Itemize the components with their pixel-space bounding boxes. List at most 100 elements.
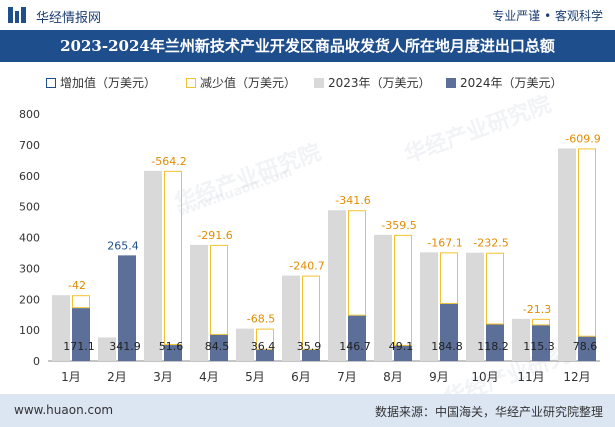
decrease-box [256, 328, 274, 350]
bar-2024 [302, 349, 320, 361]
bar-2024 [348, 315, 366, 361]
bar-2023 [190, 244, 208, 361]
y-tick-label: 200 [19, 293, 40, 306]
bar-2024 [394, 345, 412, 361]
x-tick-label: 9月 [429, 370, 449, 384]
bar-2023 [236, 328, 254, 361]
x-tick-label: 2月 [107, 370, 127, 384]
value-label-2024: 84.5 [205, 340, 230, 353]
top-bar: 华经情报网 专业严谨 • 客观科学 [0, 0, 615, 30]
y-tick-label: 400 [19, 232, 40, 245]
value-label-2024: 36.4 [251, 340, 276, 353]
y-tick-label: 300 [19, 262, 40, 275]
bar-2023 [558, 148, 576, 361]
bar-2024 [532, 325, 550, 361]
bar-2024 [440, 303, 458, 361]
legend-increase-swatch [46, 78, 56, 88]
value-label-2024: 184.8 [431, 340, 463, 353]
decrease-box [72, 295, 90, 309]
value-label-2024: 118.2 [477, 340, 509, 353]
bar-2024 [210, 334, 228, 361]
bar-2024 [256, 349, 274, 361]
legend-2024-label: 2024年（万美元） [460, 76, 563, 90]
legend-2024-swatch [446, 78, 456, 88]
decrease-box [302, 275, 320, 350]
footer-website: www.huaon.com [14, 403, 114, 417]
footer: www.huaon.com 数据来源：中国海关，华经产业研究院整理 [0, 394, 615, 427]
legend-decrease: 减少值（万美元） [186, 74, 296, 91]
x-tick-label: 6月 [291, 370, 311, 384]
change-label: -564.2 [151, 155, 186, 168]
value-label-2024: 51.6 [159, 340, 184, 353]
legend-increase-label: 增加值（万美元） [60, 76, 157, 90]
x-tick-label: 1月 [61, 370, 81, 384]
bar-2024 [486, 324, 504, 361]
y-tick-label: 500 [19, 201, 40, 214]
decrease-box [440, 252, 458, 304]
decrease-box [164, 170, 182, 346]
legend-2023: 2023年（万美元） [314, 74, 431, 91]
x-tick-label: 4月 [199, 370, 219, 384]
chart-title: 2023-2024年兰州新技术产业开发区商品收发货人所在地月度进出口总额 [60, 37, 555, 55]
x-tick-label: 11月 [517, 370, 544, 384]
change-label: -167.1 [427, 236, 462, 249]
y-tick-label: 800 [19, 108, 40, 121]
change-label: 265.4 [107, 239, 139, 252]
value-label-2024: 341.9 [109, 340, 141, 353]
bar-2024 [164, 345, 182, 361]
decrease-box [348, 210, 366, 316]
value-label-2024: 146.7 [339, 340, 371, 353]
change-label: -68.5 [247, 313, 275, 326]
brand-name: 华经情报网 [36, 11, 102, 26]
logo-icon [8, 7, 26, 23]
x-tick-label: 12月 [563, 370, 590, 384]
bar-2023 [282, 275, 300, 361]
bar-2024 [578, 336, 596, 361]
legend-decrease-label: 减少值（万美元） [200, 76, 297, 90]
x-tick-label: 10月 [471, 370, 498, 384]
bar-2023 [466, 252, 484, 361]
y-tick-label: 0 [33, 355, 40, 368]
decrease-box [210, 244, 228, 335]
change-label: -240.7 [289, 260, 324, 273]
value-label-2024: 78.6 [573, 340, 598, 353]
bar-2023 [420, 252, 438, 361]
decrease-box [532, 318, 550, 326]
y-tick-label: 700 [19, 139, 40, 152]
change-label: -21.3 [523, 303, 551, 316]
y-tick-label: 600 [19, 170, 40, 183]
legend-2024: 2024年（万美元） [446, 74, 563, 91]
bar-2023 [52, 295, 70, 361]
y-tick-label: 100 [19, 324, 40, 337]
decrease-box [578, 148, 596, 337]
tagline: 专业严谨 • 客观科学 [492, 9, 603, 23]
bar-2023 [328, 210, 346, 361]
change-label: -232.5 [473, 237, 508, 250]
chart-area: 0 100 200 300 400 500 600 700 800 -42 171.1 1月 265.4… [19, 108, 601, 384]
value-label-2024: 35.9 [297, 340, 322, 353]
legend-2023-label: 2023年（万美元） [328, 76, 431, 90]
change-label: -609.9 [565, 132, 600, 145]
decrease-box [394, 234, 412, 346]
footer-source: 数据来源：中国海关，华经产业研究院整理 [374, 405, 603, 419]
change-label: -359.5 [381, 219, 416, 232]
change-label: -291.6 [197, 229, 232, 242]
x-tick-label: 5月 [245, 370, 265, 384]
value-label-2024: 49.1 [389, 340, 414, 353]
bar-2024 [118, 255, 136, 361]
x-tick-label: 3月 [153, 370, 173, 384]
legend-2023-swatch [314, 78, 324, 88]
legend-increase: 增加值（万美元） [46, 74, 156, 91]
title-bar: 2023-2024年兰州新技术产业开发区商品收发货人所在地月度进出口总额 [0, 30, 615, 62]
decrease-box [486, 252, 504, 325]
bar-2023 [374, 234, 392, 361]
bar-2023 [144, 170, 162, 361]
change-label: -341.6 [335, 194, 370, 207]
bar-2024 [72, 308, 90, 361]
x-tick-label: 8月 [383, 370, 403, 384]
bar-2023 [512, 318, 530, 361]
bar-2023 [98, 337, 116, 361]
change-label: -42 [68, 279, 86, 292]
x-tick-label: 7月 [337, 370, 357, 384]
value-label-2024: 115.3 [523, 340, 555, 353]
